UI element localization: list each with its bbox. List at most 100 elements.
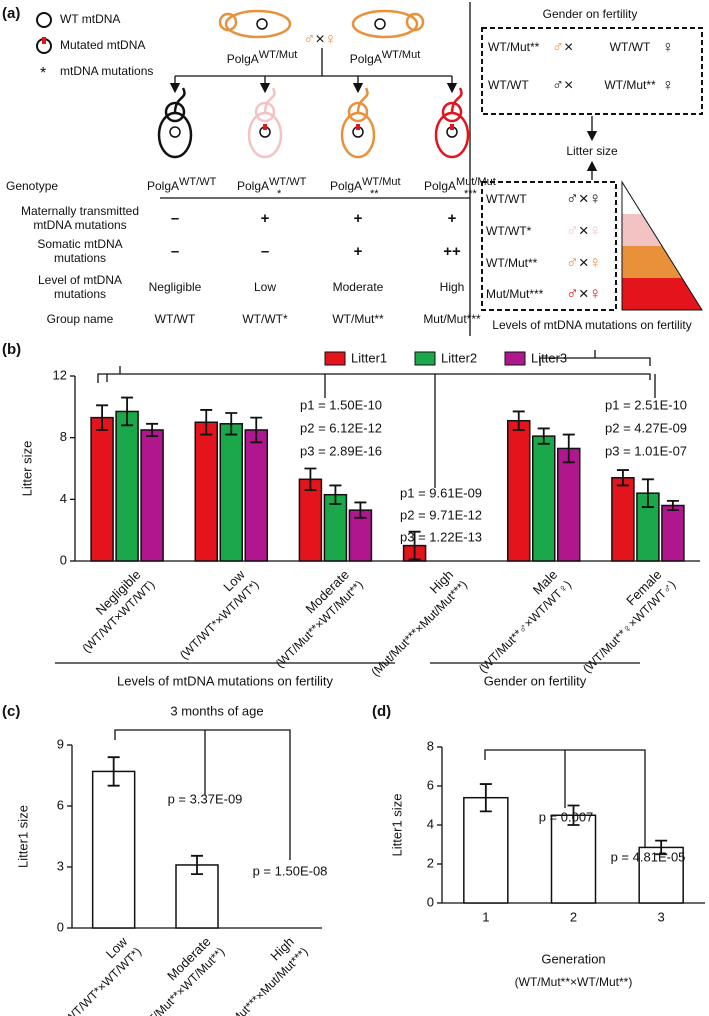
mouse-tail — [450, 87, 463, 114]
allele: WT/WT — [179, 176, 217, 188]
female: ♀ — [662, 77, 674, 94]
p-value: p1 = 2.51E-10 — [605, 397, 687, 412]
cross-sign: × — [315, 31, 324, 48]
male: ♂ — [303, 31, 315, 48]
row-label: Somatic mtDNA — [37, 237, 122, 251]
legend-text: Mutated mtDNA — [60, 38, 145, 52]
p-value: p2 = 4.27E-09 — [605, 420, 687, 435]
x-axis-sublabel: (WT/Mut**×WT/Mut**) — [515, 975, 633, 989]
mutation — [356, 124, 360, 130]
male: ♂ — [566, 189, 579, 208]
mouse-head — [254, 101, 276, 123]
allele: WT/Mut — [382, 49, 421, 61]
cross-sign: × — [579, 221, 589, 240]
offspring-mice — [157, 87, 470, 159]
gender-box — [481, 27, 703, 115]
box-title: Gender on fertility — [543, 7, 638, 21]
panel-label: (c) — [2, 703, 20, 720]
legend-text: Litter3 — [531, 350, 567, 365]
parent: WT/Mut** — [486, 256, 538, 270]
gene: PolgA — [237, 179, 269, 193]
mouse-body — [434, 111, 470, 159]
panel-label: (b) — [2, 341, 21, 358]
parent: WT/Mut** — [488, 40, 540, 54]
symbols: ♂× — [552, 77, 573, 94]
male: ♂ — [566, 221, 579, 240]
bar — [298, 478, 323, 562]
cell: + — [354, 210, 363, 227]
parent: WT/WT — [486, 192, 527, 206]
p-value: p = 4.81E-05 — [611, 849, 686, 864]
row-label: mtDNA mutations — [33, 218, 126, 232]
bar — [532, 435, 556, 562]
legend-swatch — [504, 351, 526, 366]
mouse-tail — [263, 87, 276, 114]
y-axis-label: Litter size — [19, 441, 34, 497]
error-bar — [329, 484, 342, 505]
triangle-outline — [621, 180, 703, 311]
error-bar — [121, 396, 134, 427]
gene: PolgA — [330, 179, 362, 193]
genotype: PolgAMut/Mut *** — [424, 176, 496, 200]
error-bar — [107, 756, 120, 787]
error-bar — [537, 427, 550, 445]
mouse-head — [441, 101, 463, 123]
bar — [638, 846, 684, 904]
x-tick-label: 2 — [570, 909, 577, 924]
panel-label: (d) — [372, 703, 391, 720]
error-bar — [146, 422, 159, 438]
bar — [557, 447, 581, 562]
error-bar — [408, 530, 421, 561]
parent: WT/WT — [488, 78, 529, 92]
error-bar — [225, 412, 238, 436]
y-tick-label: 4 — [60, 491, 67, 506]
legend-swatch — [324, 351, 346, 366]
cell: Negligible — [149, 280, 202, 294]
legend-text: mtDNA mutations — [60, 64, 153, 78]
cross-sign: × — [579, 189, 589, 208]
cell: Low — [254, 280, 276, 294]
gene: PolgA — [227, 52, 259, 66]
cross-sign: × — [564, 77, 573, 94]
y-tick-label: 3 — [57, 858, 64, 873]
mouse-tail — [173, 87, 186, 114]
male: ♂ — [552, 77, 564, 94]
cross: ♂×♀ — [303, 31, 336, 48]
symbols: ♂× — [552, 39, 573, 56]
p-value: p3 = 2.89E-16 — [300, 443, 382, 458]
bar — [550, 814, 597, 904]
mouse-body — [340, 111, 376, 159]
cross-list: WT/Mut** ♂× WT/WT ♀WT/WT ♂× WT/Mut** ♀WT/WT ♂×♀… — [486, 39, 674, 303]
p-value: p = 3.37E-09 — [168, 791, 243, 806]
cross-sign: × — [579, 284, 589, 303]
row-label: mutations — [54, 287, 106, 301]
y-tick-label: 0 — [427, 894, 434, 909]
x-tick-sublabel: (WT/Mut**♂×WT/WT♀) — [476, 577, 574, 675]
error-bar — [479, 783, 492, 813]
error-bar — [616, 469, 629, 487]
brackets — [55, 350, 656, 860]
genotype: PolgAWT/Mut ** — [330, 176, 401, 200]
cell: + — [448, 210, 457, 227]
error-bar — [354, 501, 367, 519]
bar — [90, 416, 114, 562]
cell: Mut/Mut*** — [423, 312, 481, 326]
level-triangle — [622, 214, 702, 310]
error-bar — [250, 416, 263, 444]
y-tick-label: 8 — [60, 429, 67, 444]
cell: WT/Mut** — [332, 312, 384, 326]
cell: – — [171, 210, 179, 227]
y-tick-label: 2 — [427, 855, 434, 870]
p-value: p3 = 1.22E-13 — [400, 529, 482, 544]
y-tick-label: 8 — [427, 738, 434, 753]
mouse-tail — [356, 87, 369, 114]
parent: WT/WT* — [486, 224, 532, 238]
panel-label: (a) — [2, 5, 20, 22]
mouse-head — [347, 101, 369, 123]
cell: ++ — [443, 243, 461, 260]
parent-label: PolgAWT/Mut — [350, 49, 421, 66]
x-tick-label: 1 — [482, 909, 489, 924]
p-value: p = 1.50E-08 — [253, 863, 328, 878]
bar — [140, 429, 164, 562]
y-axis-label: Litter1 size — [389, 794, 404, 857]
